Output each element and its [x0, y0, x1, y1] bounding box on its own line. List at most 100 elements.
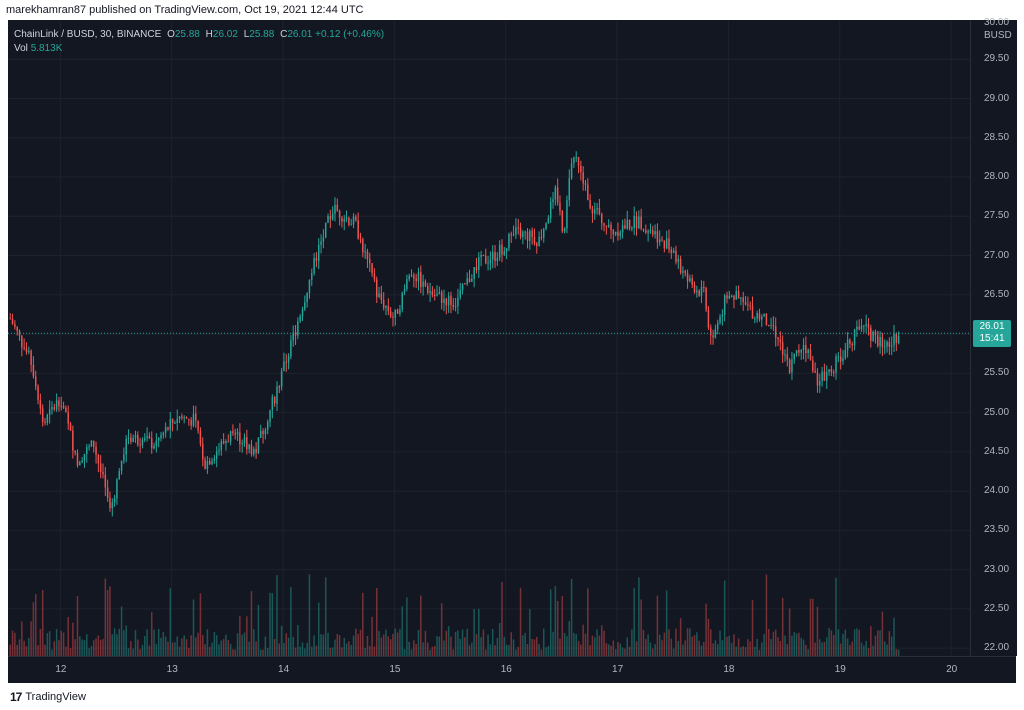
candle-body: [320, 241, 322, 245]
candle-body: [104, 474, 107, 488]
volume-bar: [178, 646, 181, 656]
candle-body: [18, 330, 21, 336]
volume-bar: [271, 593, 274, 656]
volume-bar: [220, 640, 223, 656]
candle-body: [563, 228, 566, 232]
volume-bar: [174, 642, 176, 656]
price-tick-label: 25.50: [984, 367, 1010, 379]
candle-body: [682, 270, 684, 273]
volume-bar: [552, 631, 554, 656]
candle-body: [25, 348, 28, 353]
candle-body: [570, 163, 573, 179]
candle-body: [378, 293, 380, 297]
volume-bar: [519, 587, 522, 656]
volume-bar: [285, 633, 288, 656]
candle-body: [9, 318, 11, 320]
volume-bar: [895, 649, 898, 656]
candle-body: [97, 455, 100, 464]
tradingview-logo[interactable]: 17 TradingView: [10, 690, 86, 704]
time-tick-label: 17: [612, 664, 624, 675]
volume-bar: [246, 616, 248, 656]
candle-body: [278, 386, 281, 388]
volume-bar: [294, 647, 297, 656]
volume-bar: [37, 645, 39, 656]
candle-body: [345, 217, 348, 219]
candle-body: [454, 306, 457, 308]
volume-bar: [197, 632, 199, 656]
candle-body: [262, 430, 264, 435]
candle-body: [747, 304, 749, 306]
volume-bar: [144, 636, 146, 656]
volume-bar: [422, 642, 424, 656]
candle-body: [765, 313, 768, 326]
candle-body: [612, 230, 615, 235]
volume-bar: [357, 633, 359, 656]
candle-body: [144, 437, 146, 440]
candle-body: [478, 257, 480, 270]
volume-bar: [751, 600, 754, 656]
candle-body: [116, 479, 118, 499]
time-axis[interactable]: [8, 656, 1016, 684]
candle-body: [879, 337, 881, 346]
price-axis-currency: BUSD: [984, 30, 1012, 41]
candle-body: [299, 316, 301, 322]
candle-body: [696, 290, 698, 293]
candle-body: [786, 354, 789, 360]
volume-bar: [185, 639, 188, 656]
candle-body: [14, 324, 16, 327]
candle-body: [222, 441, 225, 444]
candle-body: [72, 430, 74, 451]
candle-body: [647, 230, 649, 233]
price-tick-label: 26.50: [984, 288, 1010, 300]
candle-body: [533, 236, 536, 244]
candle-body: [547, 218, 550, 224]
candle-body: [269, 410, 271, 422]
candle-body: [192, 413, 195, 426]
volume-bar: [747, 639, 749, 656]
volume-bar: [378, 631, 380, 656]
volume-bar: [171, 642, 174, 656]
candle-body: [41, 408, 44, 422]
volume-bar: [229, 643, 232, 656]
volume-bar: [427, 642, 429, 656]
candle-body: [157, 438, 160, 441]
candle-body: [494, 252, 496, 261]
volume-bar: [545, 647, 547, 656]
volume-bar: [67, 617, 69, 656]
candle-body: [58, 400, 60, 407]
volume-bar: [598, 635, 601, 656]
candle-body: [742, 297, 744, 303]
tradingview-logo-icon: 17: [10, 690, 22, 704]
volume-bar: [227, 640, 230, 656]
volume-bar: [127, 648, 130, 656]
candle-body: [832, 372, 835, 374]
candle-body: [596, 208, 598, 210]
candlestick-chart[interactable]: [8, 20, 1016, 683]
candle-body: [336, 204, 339, 211]
candle-body: [626, 219, 629, 229]
candle-body: [851, 343, 854, 346]
candle-body: [324, 222, 327, 238]
volume-bar: [410, 649, 413, 656]
candle-body: [802, 345, 805, 351]
candle-body: [427, 286, 429, 293]
volume-bar: [883, 641, 886, 656]
volume-bar: [308, 574, 311, 656]
chart-area[interactable]: [8, 20, 970, 656]
symbol-label[interactable]: ChainLink / BUSD, 30, BINANCE: [14, 29, 162, 40]
price-tick-label: 24.50: [984, 445, 1010, 457]
candle-body: [614, 231, 617, 235]
candle-body: [164, 427, 167, 433]
candle-body: [311, 273, 313, 280]
volume-bar: [406, 597, 408, 656]
price-tick-label: 27.50: [984, 210, 1010, 222]
volume-bar: [248, 641, 250, 656]
candle-body: [83, 453, 86, 461]
candle-body: [519, 227, 522, 237]
price-tick-label: 24.00: [984, 485, 1010, 497]
candle-body: [420, 272, 422, 287]
candle-body: [280, 371, 283, 387]
candle-body: [471, 278, 473, 282]
candle-body: [767, 325, 770, 327]
volume-bar: [304, 648, 306, 656]
